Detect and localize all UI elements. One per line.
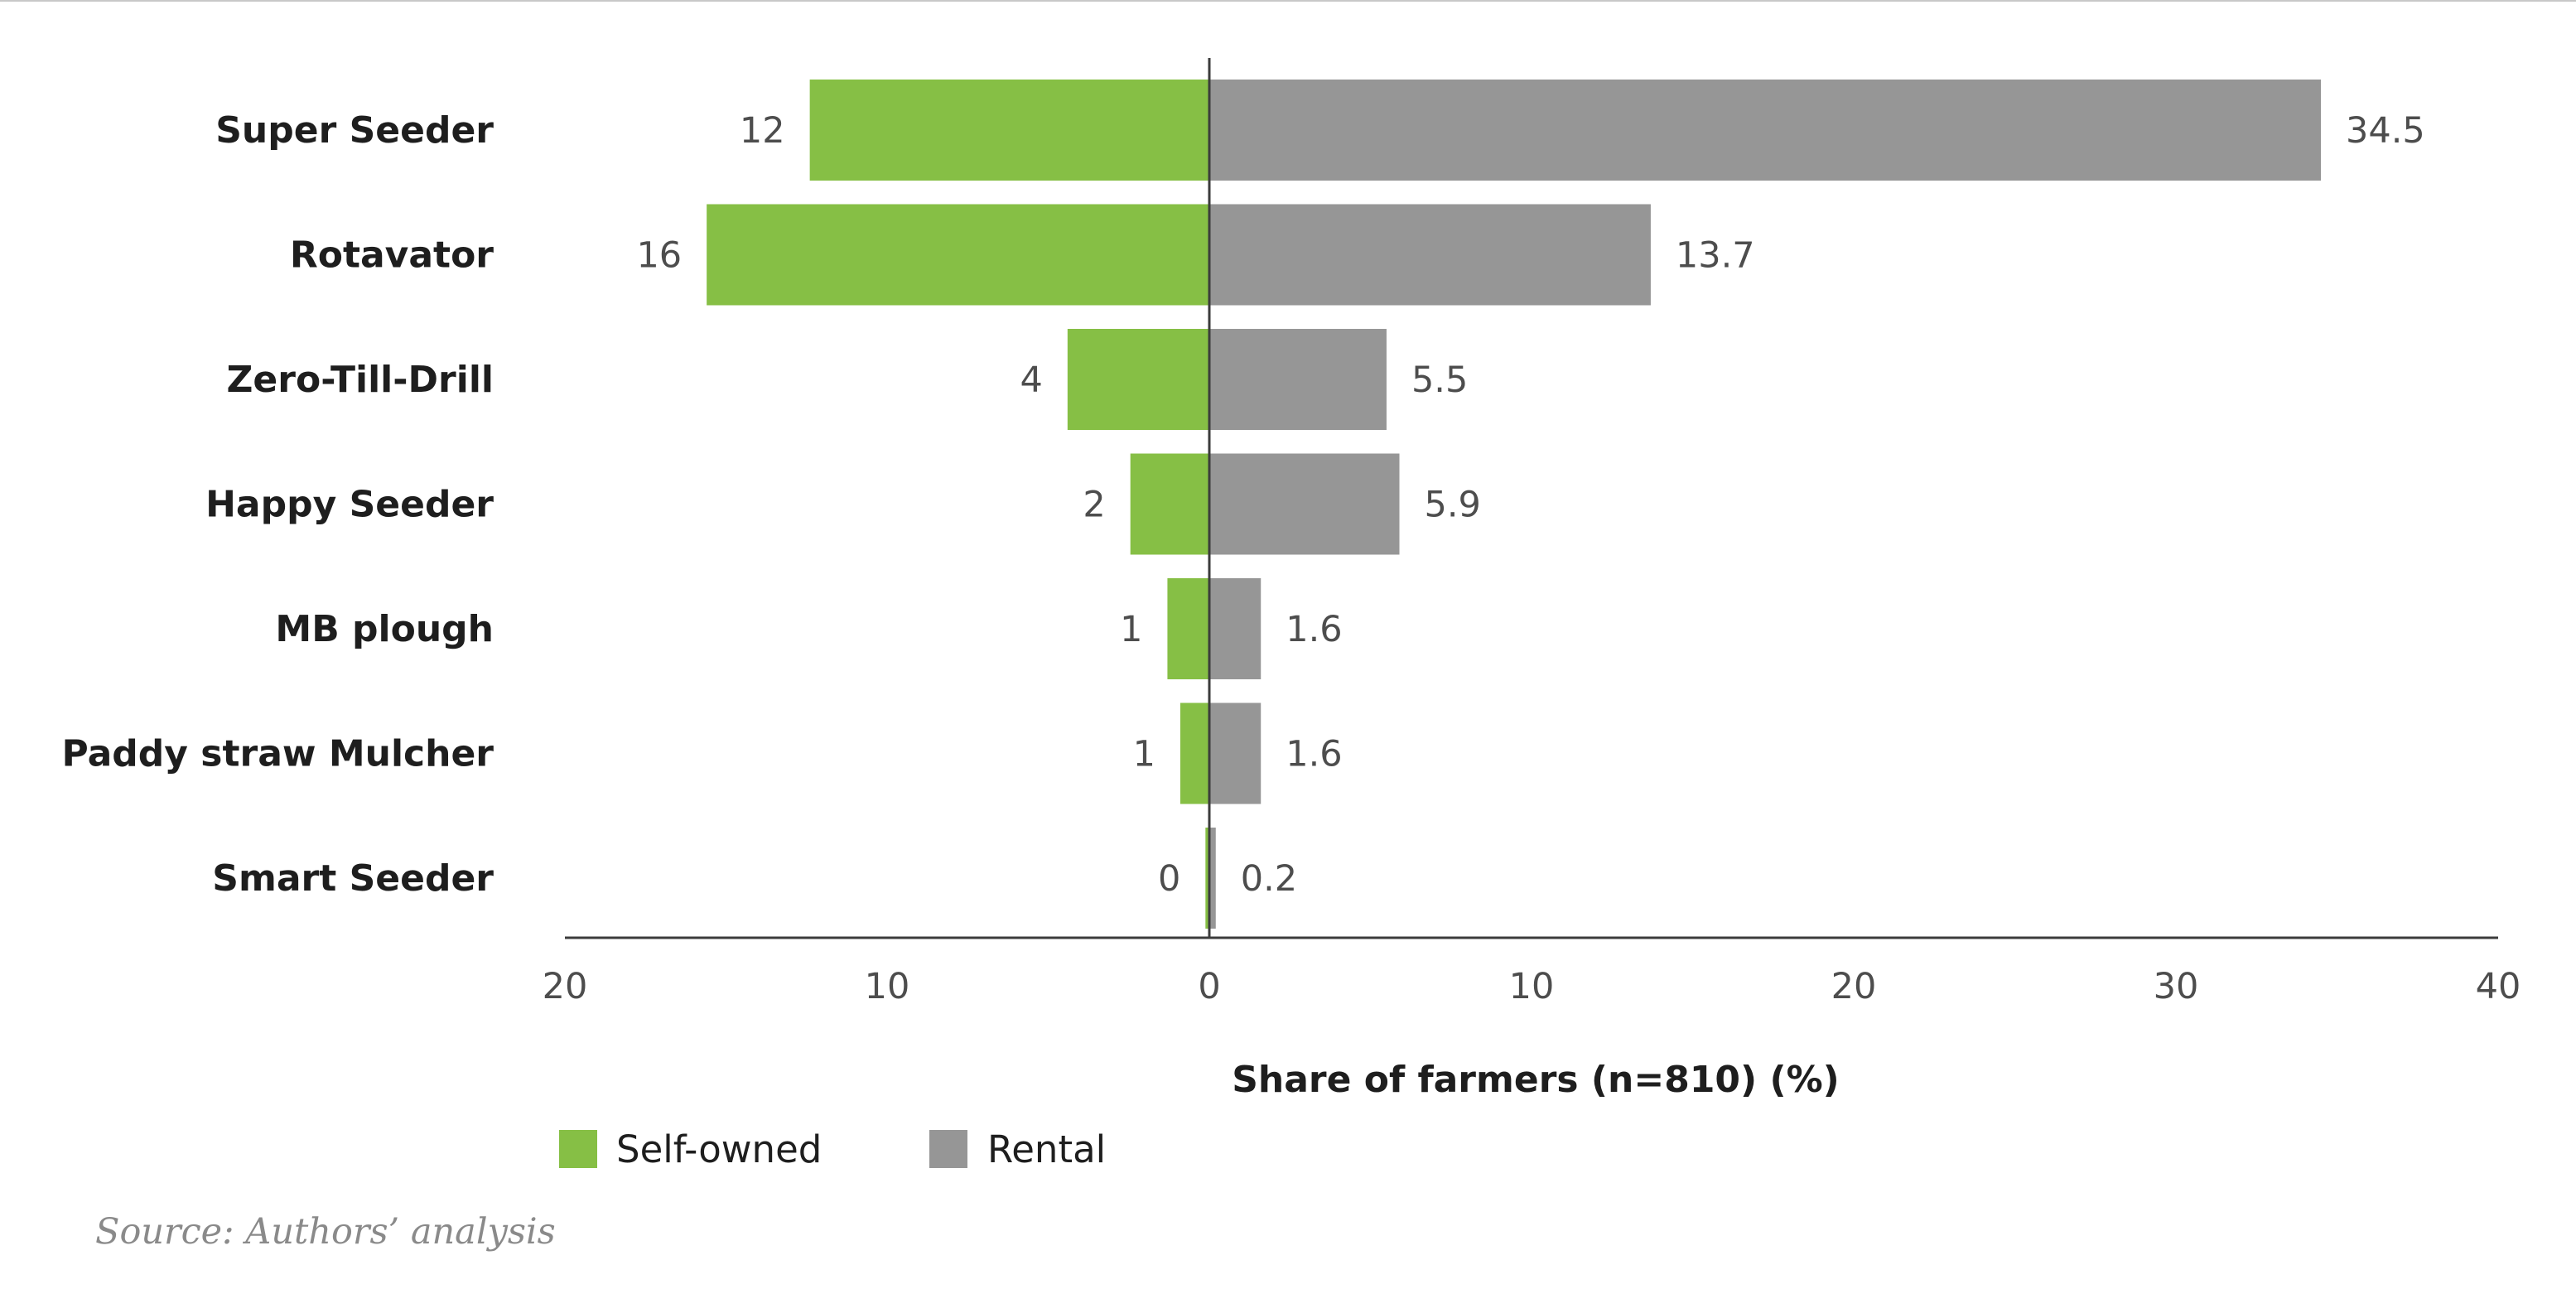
x-axis-title: Share of farmers (n=810) (%) — [1232, 1059, 1840, 1101]
bar-self-owned-rotavator — [707, 204, 1209, 306]
x-tick-label: 20 — [1831, 966, 1877, 1007]
legend: Self-owned Rental — [559, 1127, 1106, 1171]
bar-rental-smart-seeder — [1209, 828, 1216, 929]
bar-rental-zero-till-drill — [1209, 329, 1387, 430]
category-label-smart-seeder: Smart Seeder — [212, 857, 494, 900]
category-label-zero-till-drill: Zero-Till-Drill — [227, 359, 494, 401]
category-label-mb-plough: MB plough — [275, 608, 494, 650]
bars-group — [707, 80, 2322, 929]
source-note: Source: Authors’ analysis — [95, 1211, 556, 1253]
value-label-self-owned: 1 — [1133, 734, 1155, 775]
bar-rental-rotavator — [1209, 204, 1651, 306]
value-label-self-owned: 2 — [1083, 485, 1105, 526]
value-label-rental: 5.9 — [1425, 485, 1481, 526]
bar-self-owned-mb-plough — [1167, 578, 1209, 679]
x-tick-label: 0 — [1198, 966, 1220, 1007]
legend-swatch-self-owned — [559, 1130, 597, 1168]
value-label-rental: 5.5 — [1411, 360, 1468, 401]
value-label-rental: 1.6 — [1286, 734, 1342, 775]
value-label-self-owned: 0 — [1158, 858, 1180, 900]
legend-label-self-owned: Self-owned — [616, 1127, 822, 1171]
bar-self-owned-smart-seeder — [1205, 828, 1209, 929]
bar-self-owned-super-seeder — [809, 80, 1209, 181]
value-labels-group: 12 34.5 16 13.7 4 5.5 2 5.9 1 1.6 1 1.6 0 0.2 — [636, 110, 2424, 900]
value-label-self-owned: 1 — [1120, 609, 1142, 650]
bar-rental-happy-seeder — [1209, 453, 1400, 555]
bar-self-owned-paddy-straw-mulcher — [1179, 702, 1209, 804]
legend-swatch-rental — [929, 1130, 967, 1168]
bar-self-owned-zero-till-drill — [1067, 329, 1209, 430]
x-tick-label: 40 — [2476, 966, 2521, 1007]
category-label-happy-seeder: Happy Seeder — [205, 484, 494, 526]
legend-label-rental: Rental — [987, 1127, 1106, 1171]
x-tick-label: 10 — [865, 966, 910, 1007]
value-label-rental: 0.2 — [1241, 858, 1297, 900]
bar-self-owned-happy-seeder — [1130, 453, 1209, 555]
bar-rental-super-seeder — [1209, 80, 2322, 181]
x-tick-label: 10 — [1509, 966, 1555, 1007]
bar-rental-mb-plough — [1209, 578, 1261, 679]
value-label-rental: 13.7 — [1676, 235, 1755, 277]
x-tick-label: 20 — [543, 966, 588, 1007]
category-labels-group: Super Seeder Rotavator Zero-Till-Drill Happ… — [62, 109, 494, 900]
value-label-rental: 34.5 — [2346, 110, 2425, 152]
category-label-rotavator: Rotavator — [290, 234, 494, 277]
x-tick-label: 30 — [2154, 966, 2199, 1007]
x-axis: 20 10 0 10 20 30 40 — [543, 58, 2521, 1007]
category-label-super-seeder: Super Seeder — [215, 109, 494, 152]
bar-rental-paddy-straw-mulcher — [1209, 702, 1261, 804]
value-label-self-owned: 12 — [740, 110, 785, 152]
value-label-self-owned: 16 — [636, 235, 682, 277]
value-label-self-owned: 4 — [1020, 360, 1042, 401]
value-label-rental: 1.6 — [1286, 609, 1342, 650]
category-label-paddy-straw-mulcher: Paddy straw Mulcher — [62, 733, 494, 775]
